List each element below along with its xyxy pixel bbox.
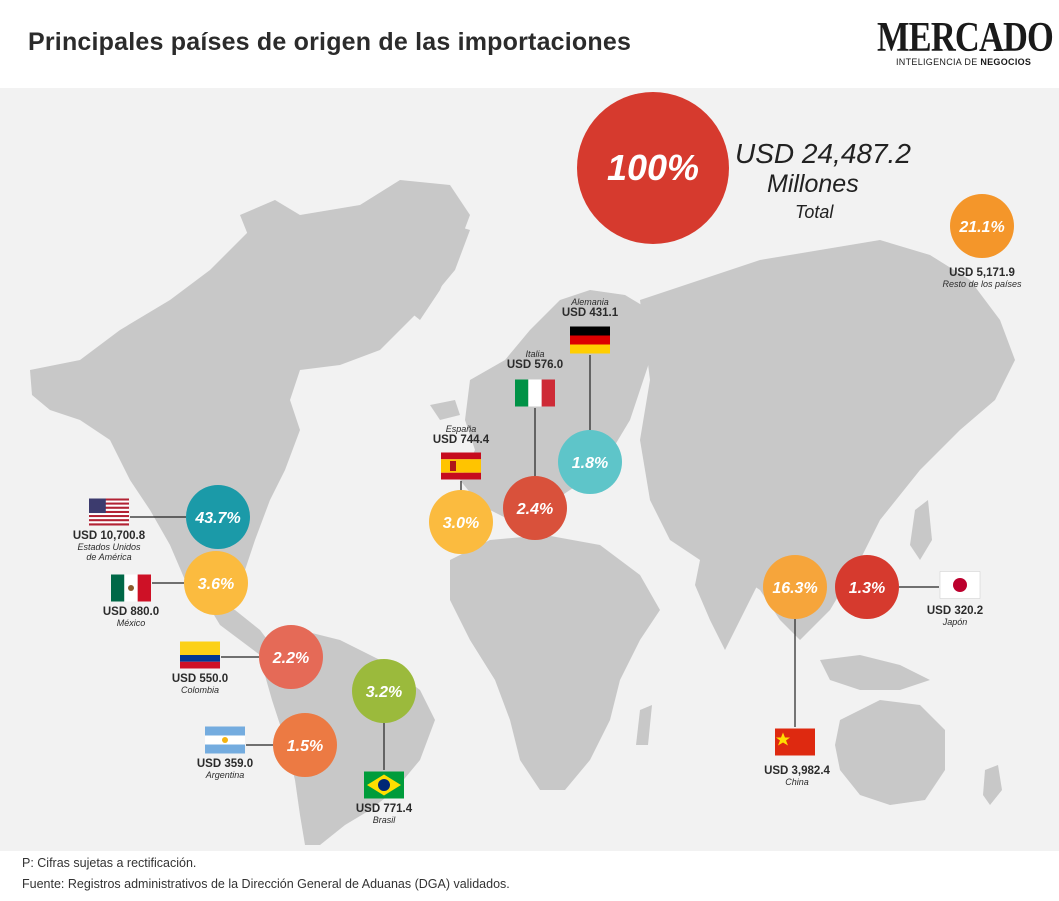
bubble-mexico [184, 551, 248, 615]
share-label-argentina: 1.5% [287, 738, 323, 755]
asia-shape [640, 240, 1015, 640]
bubble-espana [429, 490, 493, 554]
total-label: Total [795, 202, 834, 222]
country-label-colombia: USD 550.0 Colombia [140, 673, 260, 695]
value-label-italia: USD 576.0 [506, 359, 564, 371]
uk-shape [470, 390, 492, 430]
country-name-argentina: Argentina [205, 770, 245, 780]
share-label-espana: 3.0% [443, 515, 479, 532]
value-label-colombia: USD 550.0 [171, 673, 229, 685]
share-label-colombia: 2.2% [272, 650, 309, 667]
country-name-china: China [785, 777, 809, 787]
flags-layer [89, 326, 981, 799]
southeast-asia-shape [820, 655, 930, 690]
bubbles-layer: 100% 43.7% 16.3% 3.6% 3.2% 3.0% 2.4% 2.2% 1.8% 1.… [184, 92, 1014, 777]
total-amount: USD 24,487.2 [735, 138, 911, 169]
value-label-brasil: USD 771.4 [355, 803, 413, 815]
country-label-italia: Italia USD 576.0 [475, 349, 595, 371]
bubble-brasil [352, 659, 416, 723]
country-label-espana: España USD 744.4 [401, 424, 521, 446]
flag-china-icon [775, 728, 815, 756]
share-label-alemania: 1.8% [572, 455, 608, 472]
flag-alemania-icon [570, 326, 610, 354]
flag-colombia-icon [180, 641, 220, 669]
bubble-usa [186, 485, 250, 549]
greenland-shape [360, 180, 470, 320]
country-label-china: USD 3,982.4 China [737, 765, 857, 787]
share-label-usa: 43.7% [194, 510, 240, 527]
flag-italia-icon [515, 379, 555, 407]
bubble-china [763, 555, 827, 619]
north-america-shape [30, 205, 470, 605]
value-label-argentina: USD 359.0 [196, 758, 254, 770]
share-label-china: 16.3% [772, 580, 817, 597]
share-label-mexico: 3.6% [198, 576, 234, 593]
country-label-resto: USD 5,171.9 Resto de los países [922, 267, 1042, 289]
bubble-italia [503, 476, 567, 540]
country-name-brasil: Brasil [372, 815, 396, 825]
total-percent: 100% [607, 147, 699, 188]
india-shape [695, 560, 760, 650]
japan-shape [910, 500, 932, 560]
share-label-brasil: 3.2% [366, 684, 402, 701]
flag-argentina-icon [205, 726, 245, 754]
country-name-colombia: Colombia [180, 685, 220, 695]
australia-shape [835, 700, 945, 805]
footer-note: P: Cifras sujetas a rectificación. [22, 856, 197, 870]
flag-mexico-icon [111, 574, 151, 602]
value-label-japon: USD 320.2 [926, 605, 984, 617]
country-name-japon: Japón [942, 617, 968, 627]
flag-espana-icon [441, 452, 481, 480]
value-label-espana: USD 744.4 [432, 434, 490, 446]
value-label-alemania: USD 431.1 [561, 307, 619, 319]
country-name-mexico: México [116, 618, 146, 628]
africa-shape [450, 535, 660, 790]
country-name-usa: Estados Unidos de América [77, 542, 141, 562]
page-title: Principales países de origen de las impo… [28, 28, 632, 56]
country-label-usa: USD 10,700.8 Estados Unidos de América [49, 530, 169, 562]
value-label-mexico: USD 880.0 [102, 606, 160, 618]
total-bubble [577, 92, 729, 244]
flag-japon-icon [939, 571, 981, 599]
country-label-japon: USD 320.2 Japón [895, 605, 1015, 627]
country-label-brasil: USD 771.4 Brasil [324, 803, 444, 825]
share-label-japon: 1.3% [849, 580, 885, 597]
share-label-italia: 2.4% [516, 501, 553, 518]
bubble-colombia [259, 625, 323, 689]
value-label-china: USD 3,982.4 [764, 765, 830, 777]
leader-lines [130, 355, 939, 770]
country-label-argentina: USD 359.0 Argentina [165, 758, 285, 780]
bubble-alemania [558, 430, 622, 494]
logo-wordmark: MERCADO [877, 15, 1054, 61]
iceland-shape [430, 400, 460, 420]
country-name-resto: Resto de los países [942, 279, 1022, 289]
logo-tagline-bold: NEGOCIOS [980, 57, 1032, 67]
flag-usa-icon [89, 498, 129, 526]
logo-tagline: INTELIGENCIA DE NEGOCIOS [896, 57, 1031, 67]
value-label-resto: USD 5,171.9 [949, 267, 1015, 279]
arctic-islands-shape [240, 200, 300, 240]
value-label-usa: USD 10,700.8 [72, 530, 146, 542]
country-name-alemania: Alemania [571, 297, 609, 307]
footer-source: Fuente: Registros administrativos de la … [22, 877, 510, 891]
madagascar-shape [636, 705, 652, 745]
country-name-espana: España [445, 424, 477, 434]
logo-tagline-prefix: INTELIGENCIA DE [896, 57, 981, 67]
country-name-italia: Italia [525, 349, 545, 359]
flag-brasil-icon [364, 771, 404, 799]
new-zealand-shape [983, 765, 1002, 805]
bubble-resto [950, 194, 1014, 258]
header: Principales países de origen de las impo… [0, 0, 1059, 88]
total-unit: Millones [767, 170, 859, 198]
country-label-mexico: USD 880.0 México [71, 606, 191, 628]
country-label-alemania: Alemania USD 431.1 [530, 297, 650, 319]
bubble-japon [835, 555, 899, 619]
share-label-resto: 21.1% [958, 219, 1004, 236]
bubble-argentina [273, 713, 337, 777]
